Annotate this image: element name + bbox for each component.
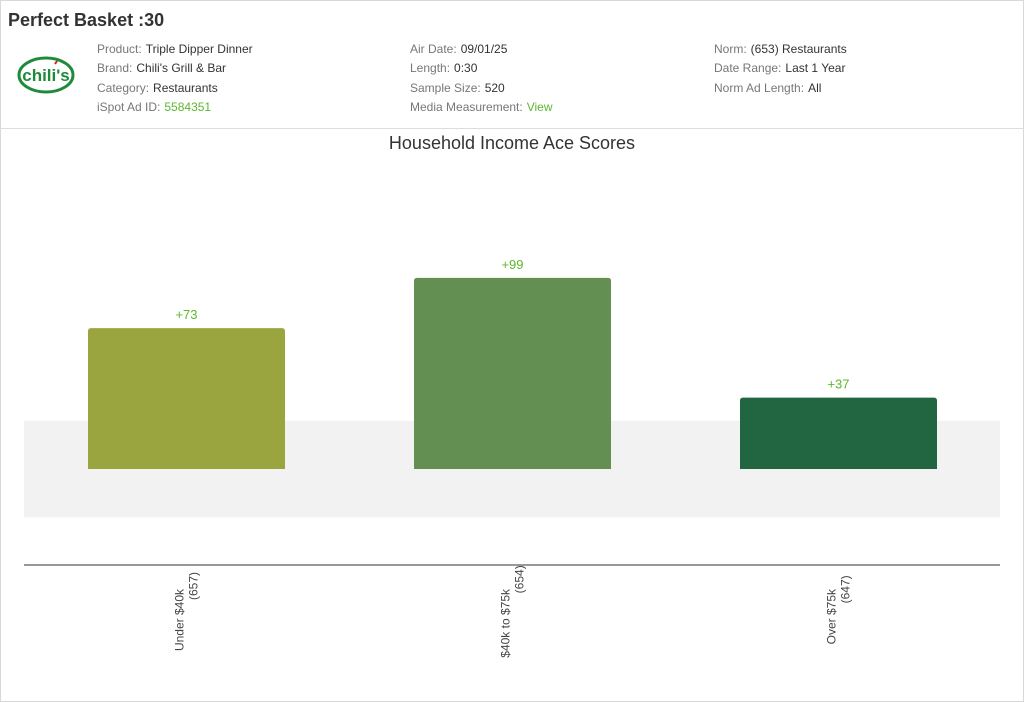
detail-row: Date Range: Last 1 Year [714,59,847,78]
detail-value: All [808,80,822,95]
detail-label: Sample Size: [410,80,481,95]
detail-row: Product: Triple Dipper Dinner [97,40,253,59]
tick-label: Over $75k [825,588,839,644]
detail-value: Triple Dipper Dinner [145,42,253,56]
header-divider [0,128,1024,129]
norm-details-column: Norm: (653) Restaurants Date Range: Last 1 … [714,40,847,98]
detail-label: Product: [97,42,142,56]
detail-link[interactable]: 5584351 [164,99,212,114]
detail-row: Sample Size: 520 [410,79,553,98]
airing-details-column: Air Date: 09/01/25 Length: 0:30 Sample Size:… [410,40,553,117]
household-income-chart: Household Income Ace Scores +73 Under $40… [24,133,1000,658]
detail-value: Restaurants [153,80,218,95]
detail-row: Length: 0:30 [410,59,553,78]
detail-row: Brand: Chili's Grill & Bar [97,59,253,78]
detail-label: Length: [410,61,451,76]
detail-value: (653) Restaurants [750,42,847,56]
detail-label: Brand: [97,61,133,76]
data-label: +99 [501,257,523,272]
detail-value: 09/01/25 [460,42,508,56]
ad-details-column: Product: Triple Dipper Dinner Brand: Chili'… [97,40,253,117]
detail-label: Air Date: [410,42,457,56]
detail-row: Norm Ad Length: All [714,79,847,98]
data-label: +37 [827,377,849,392]
chart-title: Household Income Ace Scores [389,133,635,153]
detail-label: Norm Ad Length: [714,80,805,95]
detail-row: Media Measurement: View [410,98,553,117]
detail-label: iSpot Ad ID: [97,99,161,114]
tick-label: Under $40k [173,588,187,651]
tick-count: (647) [839,575,853,603]
page-title: Perfect Basket :30 [8,10,165,30]
svg-text:chili's: chili's [22,66,70,85]
chilis-logo: chili's [17,56,75,94]
detail-row: Air Date: 09/01/25 [410,40,553,59]
detail-value: Chili's Grill & Bar [136,61,226,76]
detail-link[interactable]: View [526,99,553,114]
bar [414,277,611,469]
detail-label: Norm: [714,42,747,56]
detail-label: Date Range: [714,61,782,76]
detail-row: Category: Restaurants [97,79,253,98]
bar [740,397,937,469]
bar [88,328,285,469]
detail-row: iSpot Ad ID: 5584351 [97,98,253,117]
detail-value: Last 1 Year [785,61,846,76]
tick-count: (654) [513,565,527,593]
tick-label: $40k to $75k [499,588,513,658]
data-label: +73 [175,307,197,322]
detail-label: Category: [97,80,150,95]
detail-row: Norm: (653) Restaurants [714,40,847,59]
detail-label: Media Measurement: [410,99,523,114]
tick-count: (657) [187,572,201,600]
detail-value: 0:30 [454,61,478,76]
detail-value: 520 [484,80,505,95]
